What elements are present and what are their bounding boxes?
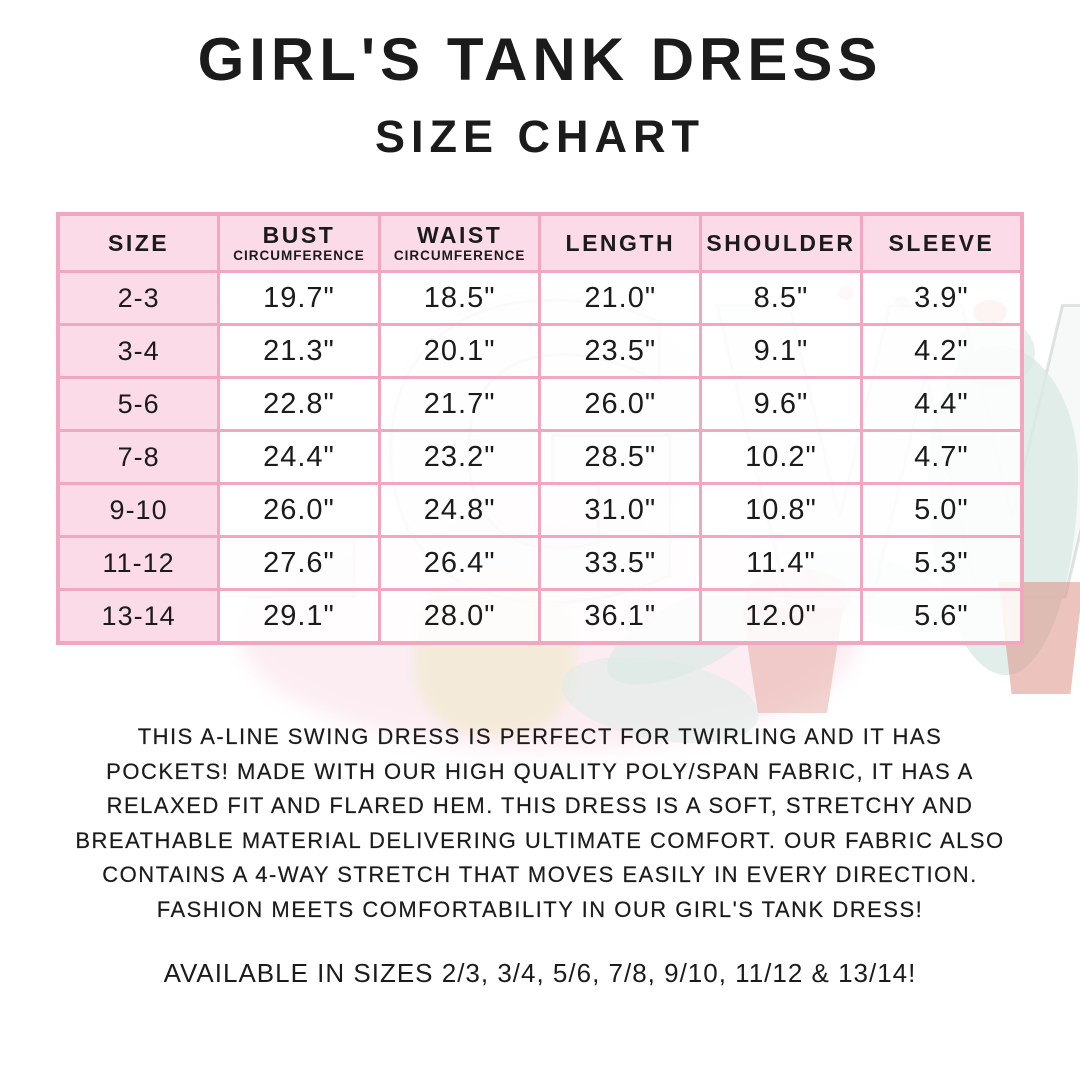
sleeve-cell: 4.2" bbox=[859, 323, 1024, 379]
length-cell: 33.5" bbox=[538, 535, 703, 591]
waist-cell: 20.1" bbox=[377, 323, 542, 379]
size-cell: 11-12 bbox=[56, 535, 221, 591]
bust-cell: 26.0" bbox=[217, 482, 381, 538]
sleeve-cell: 5.0" bbox=[859, 482, 1024, 538]
header-row: SIZE BUST CIRCUMFERENCE WAIST CIRCUMFERE… bbox=[56, 212, 1024, 273]
page-subtitle: SIZE CHART bbox=[375, 111, 705, 162]
table-row: 13-14 29.1" 28.0" 36.1" 12.0" 5.6" bbox=[56, 588, 1024, 645]
waist-cell: 24.8" bbox=[377, 482, 542, 538]
sleeve-cell: 5.6" bbox=[859, 588, 1024, 645]
bust-cell: 24.4" bbox=[217, 429, 381, 485]
size-chart-table: SIZE BUST CIRCUMFERENCE WAIST CIRCUMFERE… bbox=[56, 212, 1024, 645]
shoulder-cell: 8.5" bbox=[699, 270, 863, 326]
length-cell: 28.5" bbox=[538, 429, 703, 485]
shoulder-cell: 9.1" bbox=[699, 323, 863, 379]
col-header-sublabel: CIRCUMFERENCE bbox=[393, 248, 526, 263]
bust-cell: 27.6" bbox=[217, 535, 381, 591]
waist-cell: 26.4" bbox=[377, 535, 542, 591]
size-cell: 7-8 bbox=[56, 429, 221, 485]
sleeve-cell: 4.4" bbox=[859, 376, 1024, 432]
description-line: THIS A-LINE SWING DRESS IS PERFECT FOR T… bbox=[137, 724, 943, 749]
size-cell: 13-14 bbox=[56, 588, 221, 645]
col-header-label: SLEEVE bbox=[888, 230, 995, 256]
product-description: THIS A-LINE SWING DRESS IS PERFECT FOR T… bbox=[0, 720, 1080, 927]
col-header-size: SIZE bbox=[56, 212, 221, 273]
sleeve-cell: 5.3" bbox=[859, 535, 1024, 591]
shoulder-cell: 11.4" bbox=[699, 535, 863, 591]
col-header-length: LENGTH bbox=[538, 212, 703, 273]
table-row: 5-6 22.8" 21.7" 26.0" 9.6" 4.4" bbox=[56, 376, 1024, 432]
size-cell: 5-6 bbox=[56, 376, 221, 432]
size-cell: 2-3 bbox=[56, 270, 221, 326]
col-header-label: SHOULDER bbox=[706, 230, 856, 256]
description-line: BREATHABLE MATERIAL DELIVERING ULTIMATE … bbox=[75, 827, 1005, 853]
shoulder-cell: 10.8" bbox=[699, 482, 863, 538]
col-header-label: BUST bbox=[262, 222, 336, 248]
sleeve-cell: 4.7" bbox=[859, 429, 1024, 485]
size-cell: 9-10 bbox=[56, 482, 221, 538]
size-cell: 3-4 bbox=[56, 323, 221, 379]
description-line: CONTAINS A 4-WAY STRETCH THAT MOVES EASI… bbox=[102, 862, 978, 887]
waist-cell: 28.0" bbox=[377, 588, 542, 645]
table-row: 2-3 19.7" 18.5" 21.0" 8.5" 3.9" bbox=[56, 270, 1024, 326]
sleeve-cell: 3.9" bbox=[859, 270, 1024, 326]
bust-cell: 21.3" bbox=[217, 323, 381, 379]
col-header-label: WAIST bbox=[416, 222, 503, 248]
description-line: POCKETS! MADE WITH OUR HIGH QUALITY POLY… bbox=[106, 758, 974, 784]
col-header-label: SIZE bbox=[108, 230, 170, 256]
length-cell: 26.0" bbox=[538, 376, 703, 432]
col-header-label: LENGTH bbox=[565, 230, 676, 256]
table-row: 9-10 26.0" 24.8" 31.0" 10.8" 5.0" bbox=[56, 482, 1024, 538]
shoulder-cell: 12.0" bbox=[699, 588, 863, 645]
shoulder-cell: 9.6" bbox=[699, 376, 863, 432]
description-line: FASHION MEETS COMFORTABILITY IN OUR GIRL… bbox=[156, 896, 924, 922]
table-row: 7-8 24.4" 23.2" 28.5" 10.2" 4.7" bbox=[56, 429, 1024, 485]
shoulder-cell: 10.2" bbox=[699, 429, 863, 485]
description-line: RELAXED FIT AND FLARED HEM. THIS DRESS I… bbox=[106, 793, 974, 818]
col-header-waist: WAIST CIRCUMFERENCE bbox=[377, 212, 542, 273]
length-cell: 23.5" bbox=[538, 323, 703, 379]
col-header-shoulder: SHOULDER bbox=[699, 212, 863, 273]
table-row: 11-12 27.6" 26.4" 33.5" 11.4" 5.3" bbox=[56, 535, 1024, 591]
availability-note: AVAILABLE IN SIZES 2/3, 3/4, 5/6, 7/8, 9… bbox=[163, 958, 917, 988]
page-title: GIRL'S TANK DRESS bbox=[197, 26, 883, 93]
length-cell: 36.1" bbox=[538, 588, 703, 645]
length-cell: 21.0" bbox=[538, 270, 703, 326]
waist-cell: 21.7" bbox=[377, 376, 542, 432]
bust-cell: 29.1" bbox=[217, 588, 381, 645]
waist-cell: 18.5" bbox=[377, 270, 542, 326]
col-header-sleeve: SLEEVE bbox=[859, 212, 1024, 273]
bust-cell: 19.7" bbox=[217, 270, 381, 326]
col-header-sublabel: CIRCUMFERENCE bbox=[233, 248, 365, 263]
bust-cell: 22.8" bbox=[217, 376, 381, 432]
waist-cell: 23.2" bbox=[377, 429, 542, 485]
table-row: 3-4 21.3" 20.1" 23.5" 9.1" 4.2" bbox=[56, 323, 1024, 379]
length-cell: 31.0" bbox=[538, 482, 703, 538]
col-header-bust: BUST CIRCUMFERENCE bbox=[217, 212, 381, 273]
